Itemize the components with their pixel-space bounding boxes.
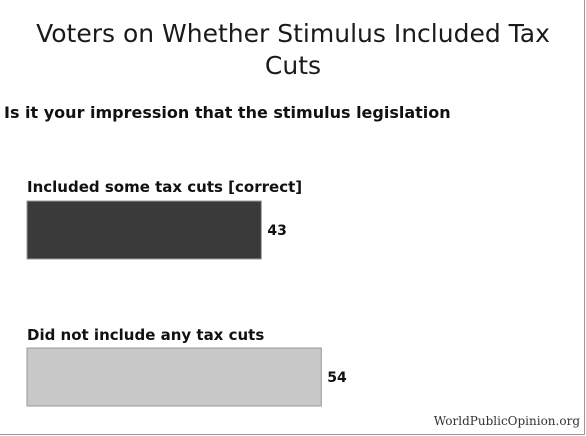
source-credit: WorldPublicOpinion.org [433,414,580,428]
category-label: Did not include any tax cuts [27,326,264,344]
category-label: Included some tax cuts [correct] [27,178,302,196]
chart-subtitle: Is it your impression that the stimulus … [4,103,451,122]
chart-title: Voters on Whether Stimulus Included Tax … [36,19,550,80]
bar [26,200,262,260]
value-label: 43 [267,223,286,239]
value-label: 54 [327,370,347,386]
bar [26,347,322,407]
